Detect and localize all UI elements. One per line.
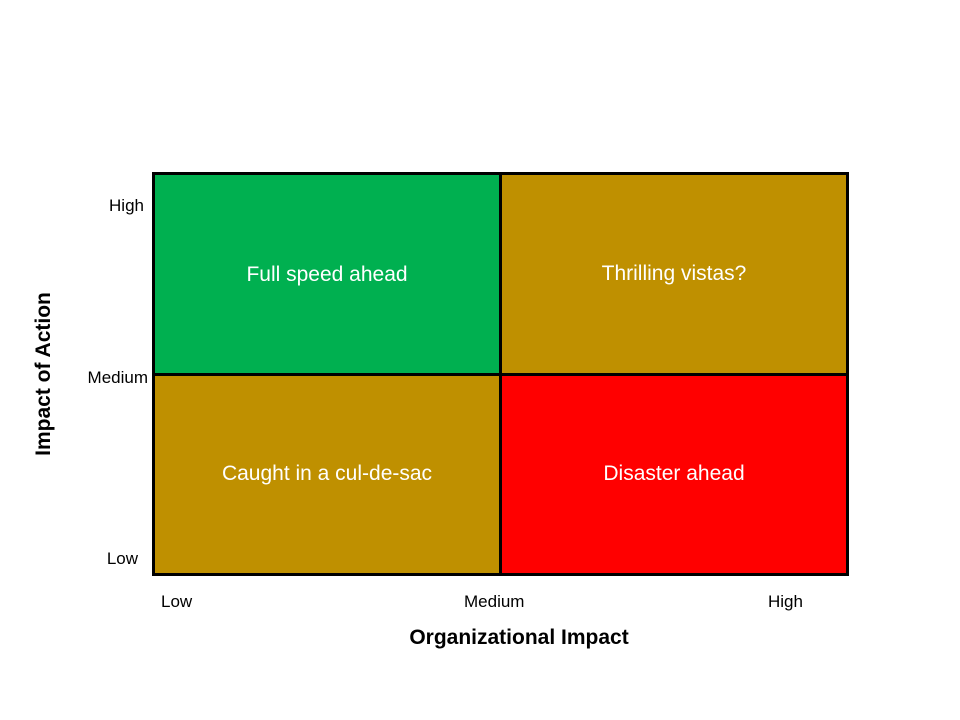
x-tick-high: High: [768, 592, 803, 611]
y-tick-low: Low: [106, 549, 138, 568]
y-tick-medium: Medium: [87, 368, 148, 387]
y-axis-title: Impact of Action: [32, 292, 55, 456]
quadrant-top-right-label: Thrilling vistas?: [601, 261, 747, 285]
quadrant-top-left-label: Full speed ahead: [246, 262, 408, 286]
quadrant-grid: Full speed ahead Thrilling vistas? Caugh…: [152, 172, 849, 576]
x-tick-low: Low: [161, 592, 193, 611]
quadrant-bottom-right-label: Disaster ahead: [603, 462, 745, 486]
quadrant-bottom-left-label: Caught in a cul-de-sac: [221, 462, 433, 486]
quadrant-top-right: Thrilling vistas?: [502, 175, 846, 373]
x-tick-medium: Medium: [464, 592, 525, 611]
quadrant-bottom-left: Caught in a cul-de-sac: [155, 375, 499, 573]
x-axis-title: Organizational Impact: [409, 626, 629, 649]
y-tick-high: High: [109, 196, 144, 215]
quadrant-bottom-right: Disaster ahead: [502, 375, 846, 573]
quadrant-top-left: Full speed ahead: [155, 175, 499, 373]
